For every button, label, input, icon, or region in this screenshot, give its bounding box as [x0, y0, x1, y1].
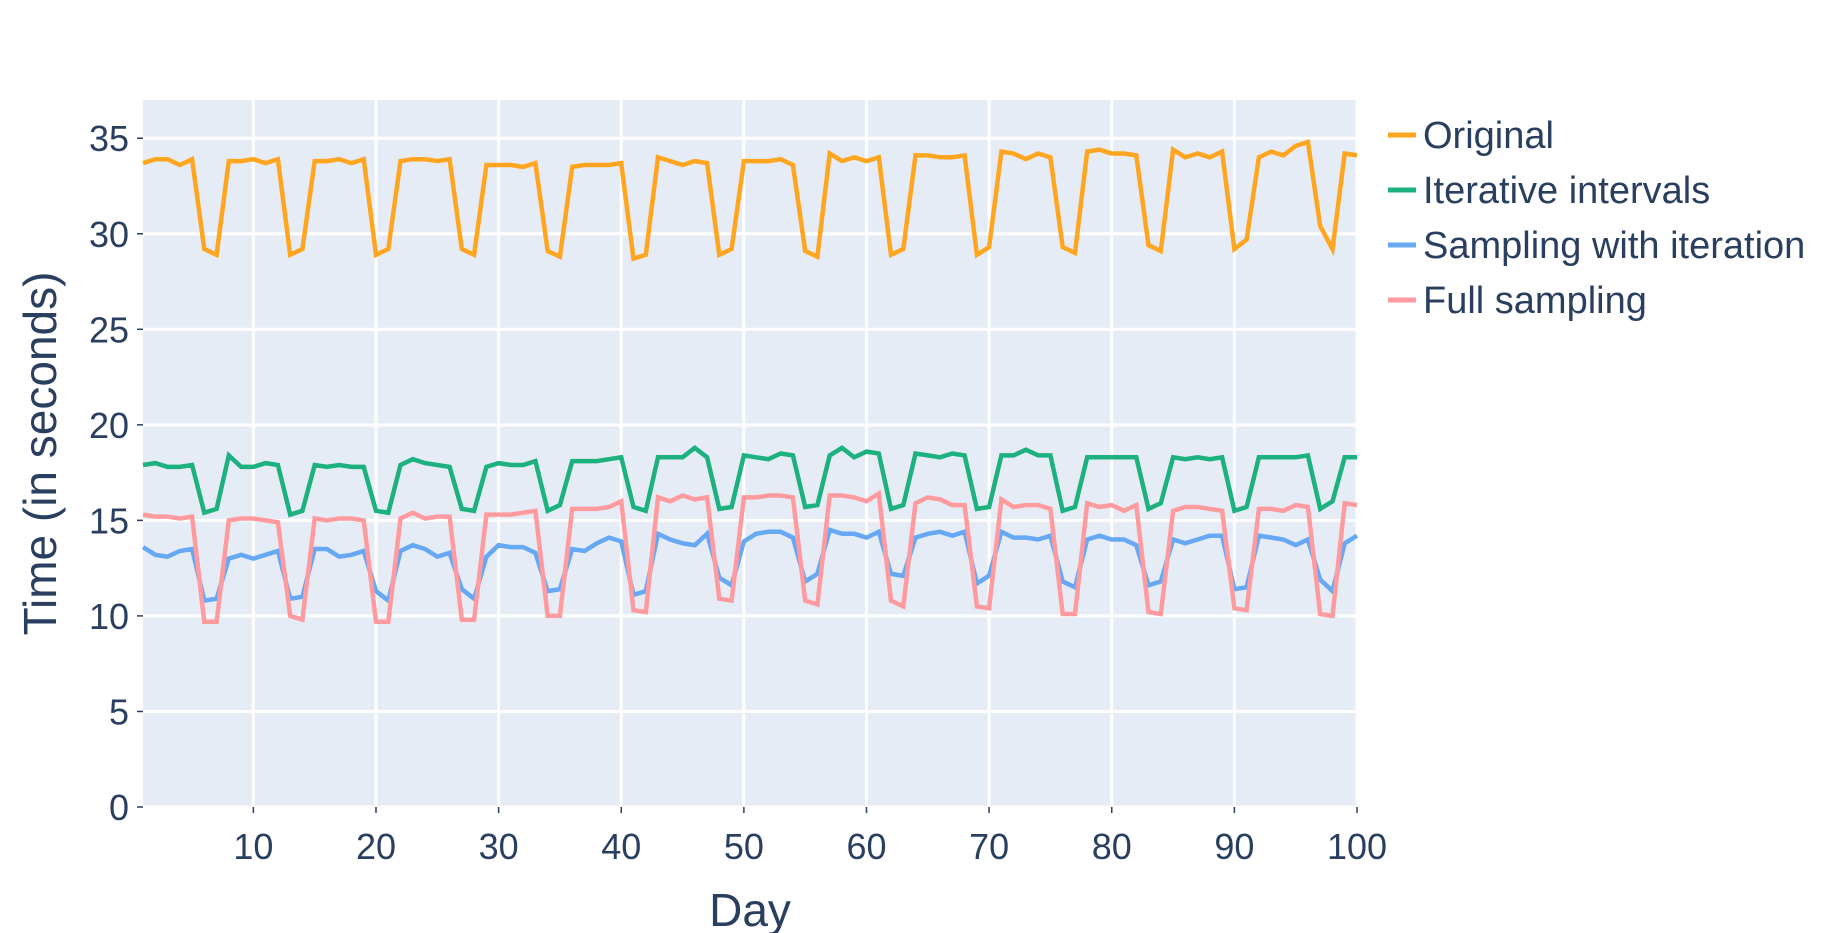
y-tick-label: 5 — [109, 691, 129, 732]
y-tick-label: 15 — [89, 500, 129, 541]
x-tick-label: 60 — [846, 826, 886, 867]
legend-item: Sampling with iteration — [1388, 225, 1805, 267]
x-tick-label: 10 — [233, 826, 273, 867]
series-line-original — [142, 139, 1358, 262]
x-tick-label: 20 — [356, 826, 396, 867]
legend: Original Iterative intervals Sampling with… — [1388, 115, 1805, 322]
x-tick-label: 100 — [1327, 826, 1387, 867]
y-axis-ticks: 0 5 10 15 20 25 30 35 — [89, 118, 143, 828]
legend-label: Sampling with iteration — [1423, 225, 1805, 267]
x-tick-label: 50 — [724, 826, 764, 867]
x-tick-label: 40 — [601, 826, 641, 867]
y-tick-label: 20 — [89, 405, 129, 446]
legend-item: Original — [1388, 115, 1554, 157]
y-tick-label: 35 — [89, 118, 129, 159]
plot-background — [143, 100, 1357, 807]
series-line-sampling-with-iteration — [141, 527, 1359, 605]
legend-item: Iterative intervals — [1388, 170, 1710, 212]
x-tick-label: 90 — [1214, 826, 1254, 867]
series-lines — [141, 139, 1359, 624]
x-tick-label: 80 — [1092, 826, 1132, 867]
x-axis-ticks: 10 20 30 40 50 60 70 80 90 100 — [233, 807, 1387, 867]
x-axis-title: Day — [709, 884, 791, 933]
grid-lines — [143, 100, 1359, 809]
legend-label: Iterative intervals — [1423, 170, 1710, 212]
y-tick-label: 0 — [109, 787, 129, 828]
legend-label: Full sampling — [1423, 280, 1647, 322]
y-tick-label: 25 — [89, 309, 129, 350]
legend-item: Full sampling — [1388, 280, 1647, 322]
series-line-iterative-intervals — [142, 444, 1357, 518]
series-line-full-sampling — [142, 489, 1358, 624]
y-tick-label: 30 — [89, 214, 129, 255]
y-tick-label: 10 — [89, 596, 129, 637]
x-tick-label: 30 — [479, 826, 519, 867]
x-tick-label: 70 — [969, 826, 1009, 867]
legend-label: Original — [1423, 115, 1554, 157]
y-axis-title: Time (in seconds) — [14, 272, 66, 636]
